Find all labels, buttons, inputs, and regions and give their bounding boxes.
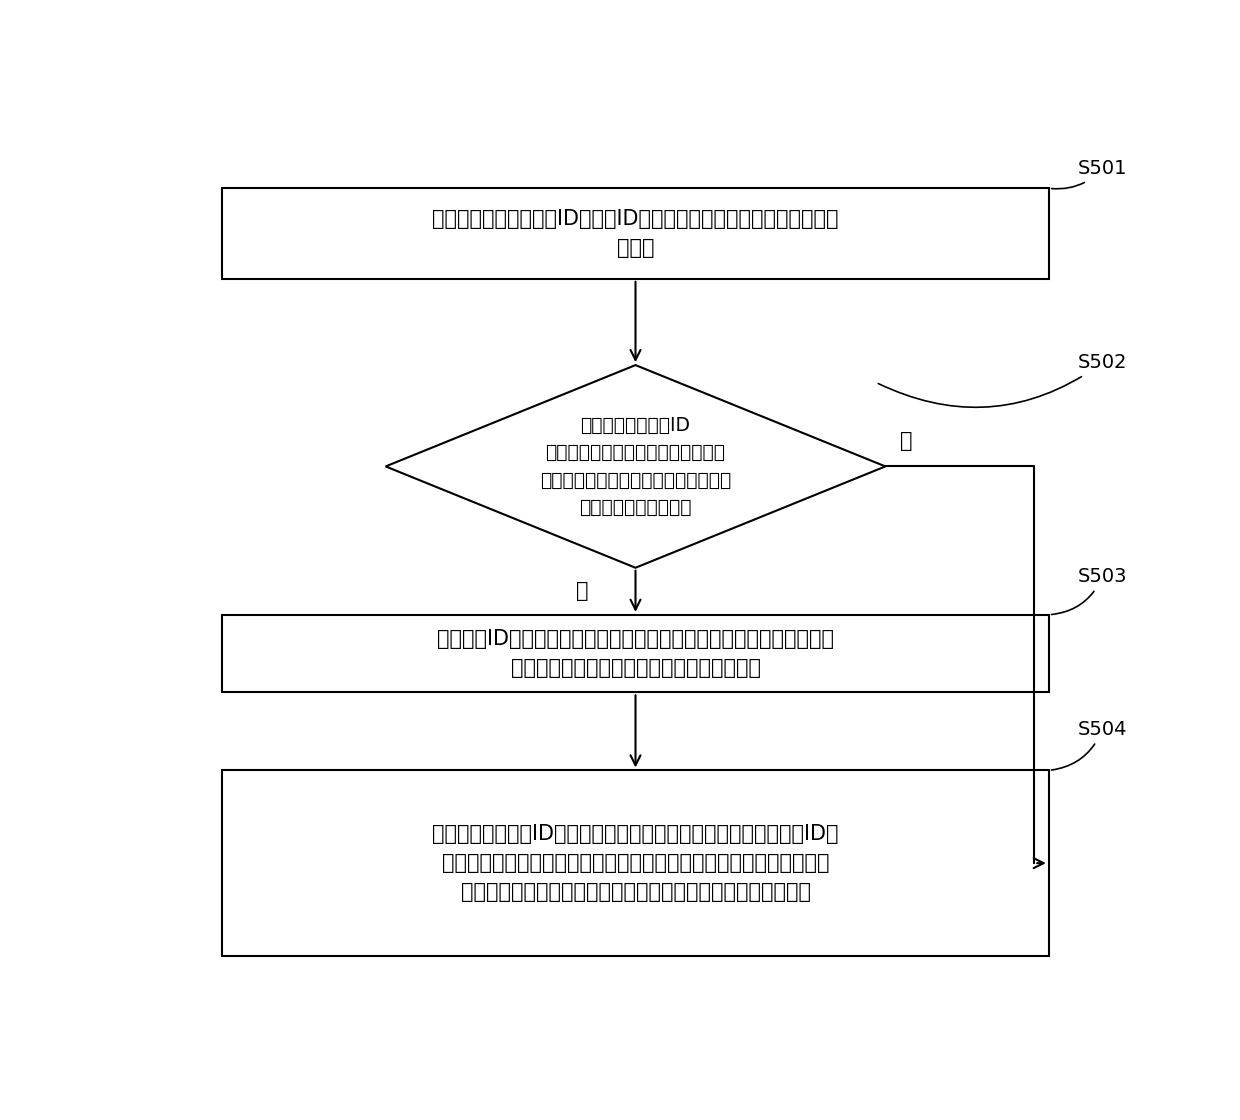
Text: S504: S504 (1052, 720, 1127, 771)
FancyBboxPatch shape (222, 615, 1049, 692)
Text: S503: S503 (1052, 568, 1127, 615)
Text: 根据机构ID选择相应的机构解密密钥解密机构保护密钥文档加密密钥获
得文档加密密钥，发送文档加密密钥至客户端: 根据机构ID选择相应的机构解密密钥解密机构保护密钥文档加密密钥获 得文档加密密钥… (436, 629, 835, 678)
Text: 根据文档头的文档ID
获取当前加密文档的权限版本号，判
断当前加密文档的权限版本号与文档头
的权限版本号是否相同: 根据文档头的文档ID 获取当前加密文档的权限版本号，判 断当前加密文档的权限版本… (539, 416, 732, 516)
Text: S502: S502 (878, 354, 1127, 408)
Text: 解析文档头的文档ID获取当前加密文档的文档权限信息，根据机构ID选
择相应的机构解密密钥解密机构保护密钥文档加密密钥获得文档加密密
钥，发送当前加密文档的文档权: 解析文档头的文档ID获取当前加密文档的文档权限信息，根据机构ID选 择相应的机构… (433, 824, 838, 902)
Text: 是: 是 (577, 581, 589, 601)
Text: 接收来自客户端的机构ID、文档ID、权限版本号和机构保护密钥文档加
密密钥: 接收来自客户端的机构ID、文档ID、权限版本号和机构保护密钥文档加 密密钥 (433, 209, 838, 258)
FancyBboxPatch shape (222, 771, 1049, 955)
FancyBboxPatch shape (222, 188, 1049, 279)
Polygon shape (386, 365, 885, 568)
Text: S501: S501 (1052, 159, 1127, 189)
Text: 否: 否 (900, 430, 913, 450)
